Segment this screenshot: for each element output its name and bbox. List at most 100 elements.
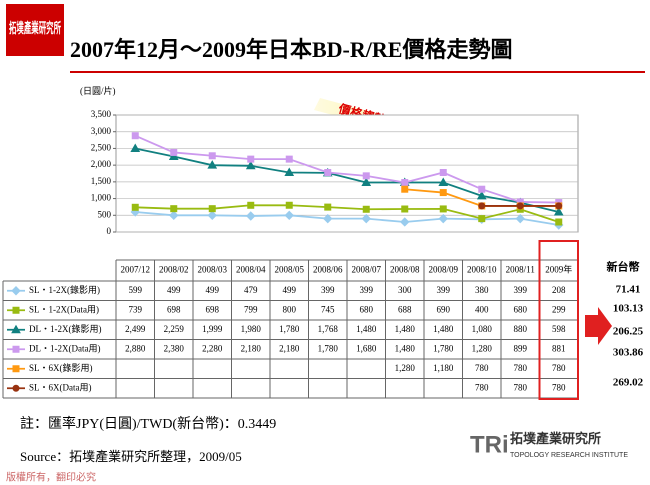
series-line [134, 134, 559, 204]
marker [12, 306, 20, 314]
x-tick-label: 2008/05 [274, 265, 304, 275]
y-tick-label: 1,500 [91, 176, 112, 186]
x-tick-label: 2008/06 [313, 265, 343, 275]
x-tick-label: 2008/02 [159, 265, 189, 275]
y-tick-label: 1,000 [91, 193, 112, 203]
table-cell: 780 [552, 382, 566, 392]
table-cell: 680 [360, 304, 374, 314]
footer-bar [0, 471, 650, 485]
table-cell: 880 [514, 324, 528, 334]
chart-title: 2007年12月～2009年日本BD-R/RE價格走勢圖 [70, 37, 512, 62]
table-cell: 1,680 [356, 343, 377, 353]
marker [362, 172, 370, 180]
series-line [135, 147, 559, 213]
marker [284, 210, 294, 221]
table-cell: 2,880 [125, 343, 146, 353]
marker [170, 148, 178, 156]
brand-name: 拓墣產業研究所 [510, 431, 601, 446]
table-cell: 2,259 [164, 324, 185, 334]
marker [516, 202, 524, 210]
table-cell: 690 [437, 304, 451, 314]
legend-label: DL・1-2X(Data用) [29, 343, 100, 353]
marker [11, 286, 21, 296]
marker [439, 168, 447, 176]
highlight-box [538, 240, 579, 400]
marker [169, 210, 179, 221]
table-cell: 780 [514, 363, 528, 373]
marker [438, 177, 449, 187]
marker [361, 213, 371, 224]
table-cell: 2,499 [125, 324, 146, 334]
marker [439, 189, 447, 197]
table-cell: 680 [514, 304, 528, 314]
marker [478, 215, 486, 223]
twd-value: 269.02 [613, 377, 644, 389]
table-cell: 780 [475, 382, 489, 392]
x-tick-label: 2008/11 [506, 265, 535, 275]
table-cell: 2,180 [279, 343, 300, 353]
red-arrow [585, 307, 612, 345]
twd-value: 71.41 [616, 284, 641, 296]
table-cell: 1,780 [433, 343, 454, 353]
legend-label: SL・6X(錄影用) [29, 362, 93, 373]
table-cell: 400 [475, 304, 489, 314]
table-cell: 1,480 [356, 324, 377, 334]
marker [555, 202, 563, 210]
marker [515, 213, 525, 224]
marker [207, 210, 217, 221]
table-cell: 899 [514, 343, 528, 353]
table-cell: 399 [437, 285, 451, 295]
marker [12, 384, 20, 392]
legend-label: SL・1-2X(錄影用) [29, 284, 100, 295]
marker [208, 152, 216, 160]
marker [131, 132, 139, 140]
marker [246, 211, 256, 221]
table-cell: 380 [475, 285, 489, 295]
marker [245, 160, 256, 170]
marker [11, 324, 21, 334]
x-tick-label: 2008/03 [197, 265, 227, 275]
twd-value: 303.86 [613, 347, 644, 359]
table-cell: 598 [552, 324, 566, 334]
marker [168, 151, 179, 160]
marker [285, 201, 293, 209]
table-cell: 745 [321, 304, 335, 314]
table-cell: 208 [552, 285, 566, 295]
x-tick-label: 2008/09 [428, 265, 458, 275]
marker [478, 185, 486, 193]
table-cell: 1,280 [472, 343, 493, 353]
table-cell: 399 [321, 285, 335, 295]
marker [361, 177, 372, 187]
marker [284, 167, 295, 176]
marker [400, 217, 410, 227]
y-tick-label: 0 [107, 226, 112, 236]
table-cell: 1,768 [318, 324, 339, 334]
table-cell: 800 [283, 304, 297, 314]
table-cell: 2,180 [241, 343, 262, 353]
table-cell: 780 [475, 363, 489, 373]
table-cell: 780 [514, 382, 528, 392]
marker [131, 203, 139, 211]
table-cell: 698 [167, 304, 181, 314]
marker [12, 365, 20, 373]
x-tick-label: 2009年 [545, 264, 572, 275]
table-cell: 1,980 [241, 324, 262, 334]
table-cell: 499 [206, 285, 220, 295]
marker [323, 213, 333, 224]
marker [285, 155, 293, 163]
marker [401, 205, 409, 213]
brand-mark: TRi [470, 431, 509, 458]
table-cell: 780 [552, 363, 566, 373]
table-cell: 1,999 [202, 324, 223, 334]
x-tick-label: 2008/10 [467, 265, 497, 275]
table-cell: 2,380 [164, 343, 185, 353]
table-cell: 799 [244, 304, 258, 314]
marker [362, 205, 370, 213]
marker [247, 201, 255, 209]
marker [439, 205, 447, 213]
marker [170, 205, 178, 213]
marker [555, 218, 563, 226]
table-cell: 599 [129, 285, 143, 295]
table-cell: 1,780 [318, 343, 339, 353]
